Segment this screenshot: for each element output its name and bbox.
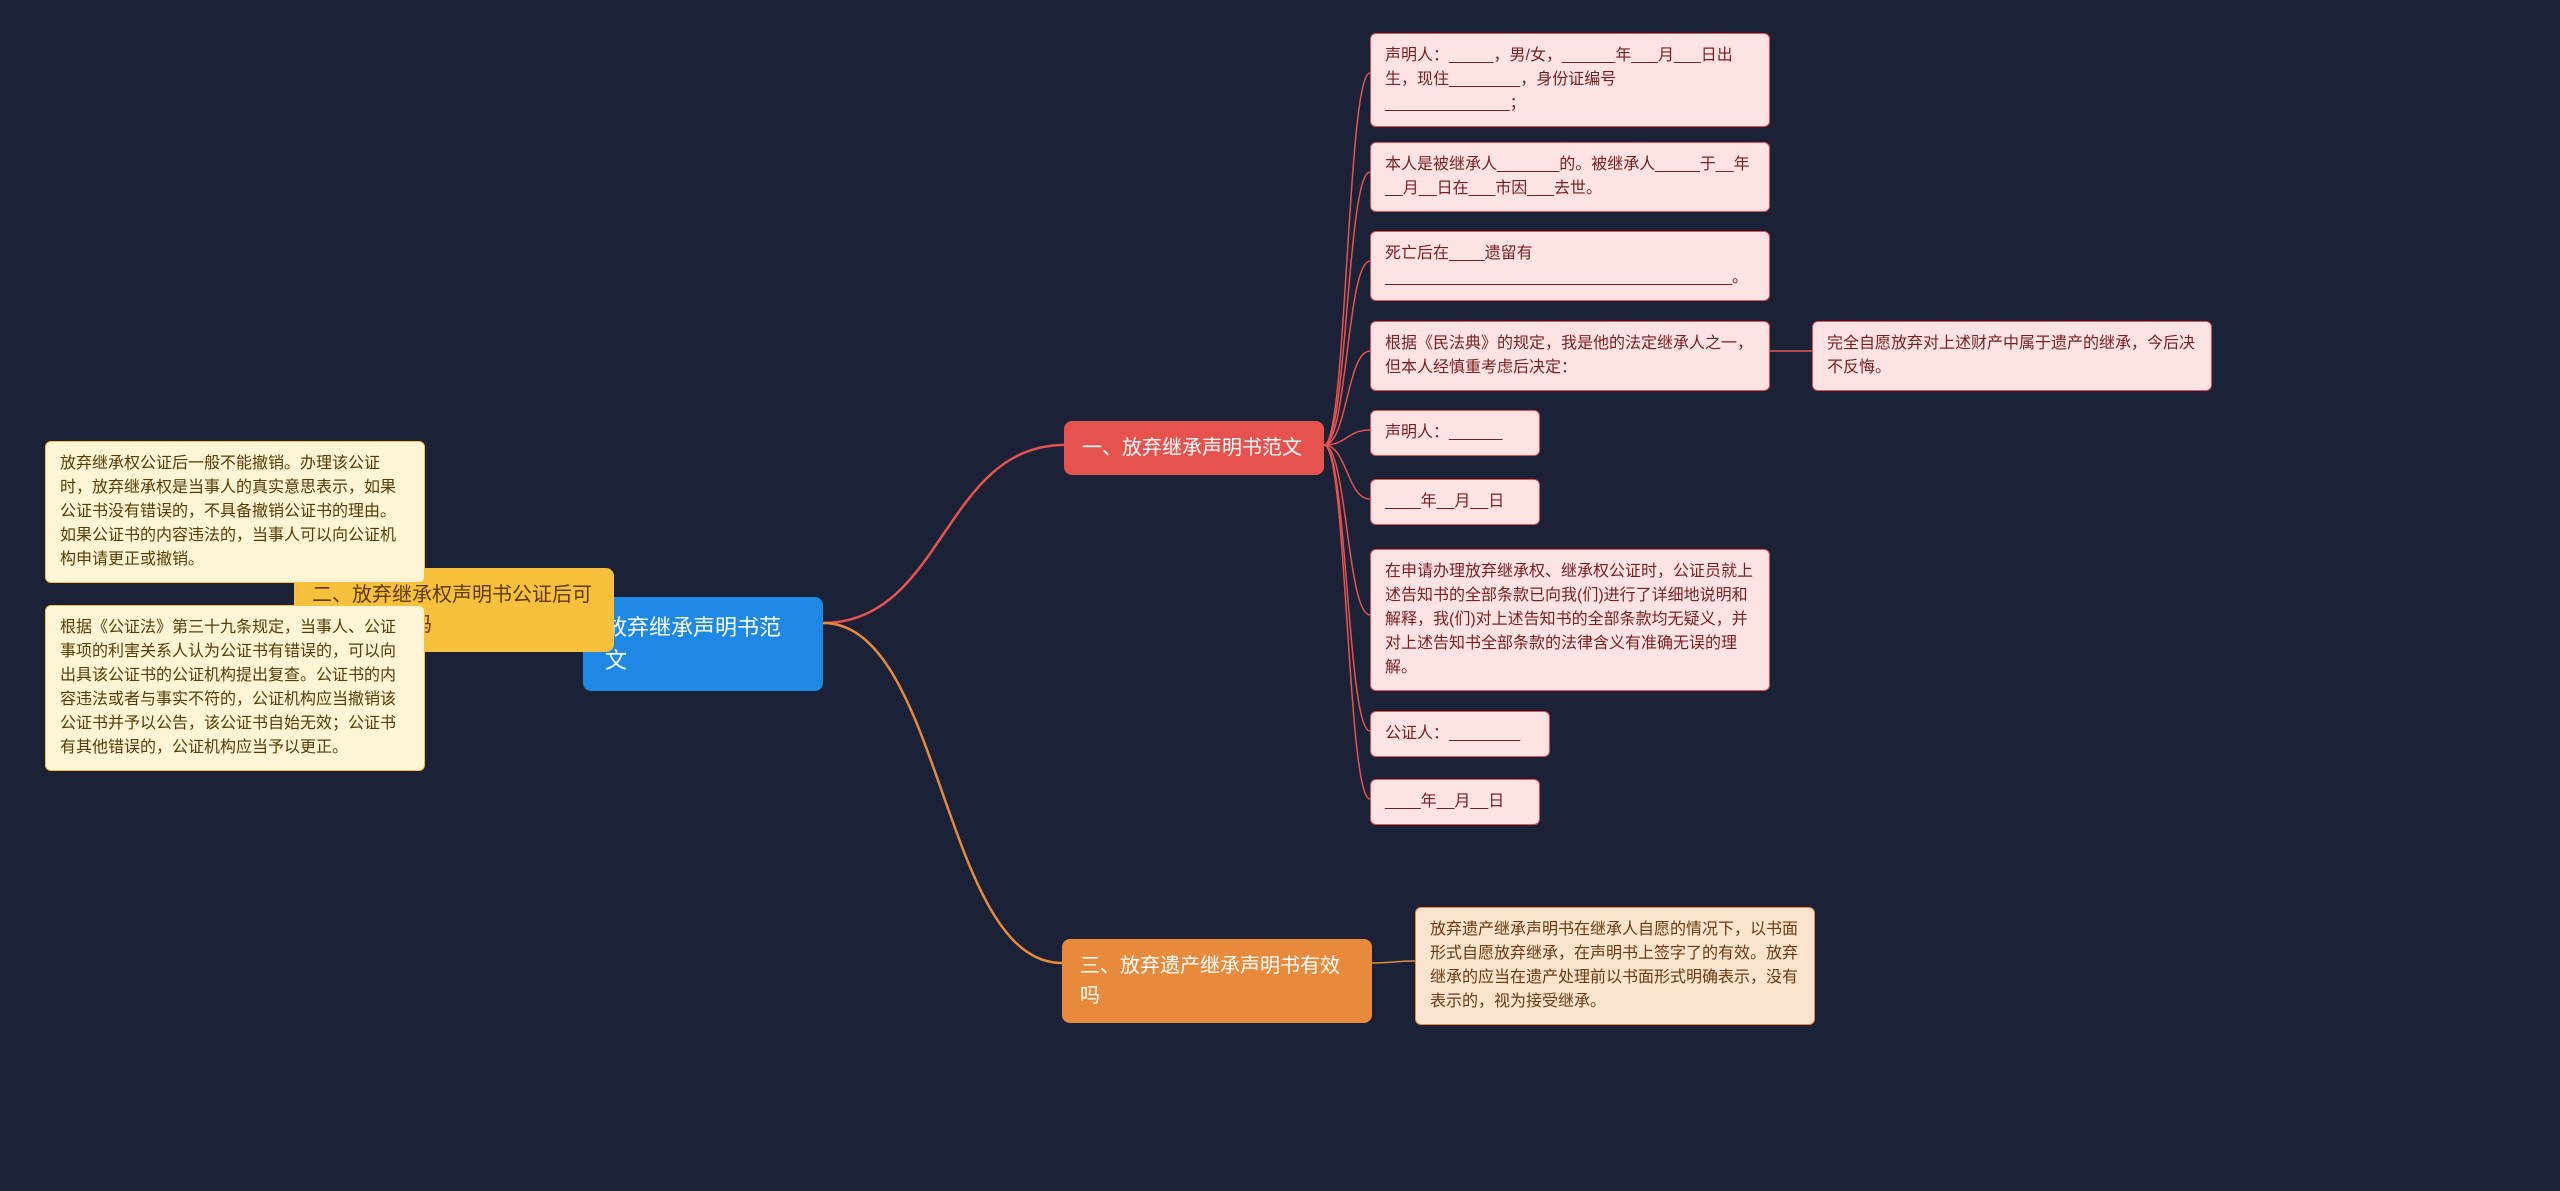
root-node[interactable]: 放弃继承声明书范文: [583, 597, 823, 691]
leaf-2-1: 放弃继承权公证后一般不能撤销。办理该公证时，放弃继承权是当事人的真实意思表示，如…: [45, 441, 425, 583]
leaf-1-3: 死亡后在____遗留有_____________________________…: [1370, 231, 1770, 301]
leaf-1-4: 根据《民法典》的规定，我是他的法定继承人之一，但本人经慎重考虑后决定：: [1370, 321, 1770, 391]
leaf-1-9: ____年__月__日: [1370, 779, 1540, 825]
branch-1[interactable]: 一、放弃继承声明书范文: [1064, 421, 1324, 475]
leaf-1-2: 本人是被继承人_______的。被继承人_____于__年__月__日在___市…: [1370, 142, 1770, 212]
leaf-1-8: 公证人：________: [1370, 711, 1550, 757]
leaf-1-5: 声明人：______: [1370, 410, 1540, 456]
leaf-1-1: 声明人：_____，男/女，______年___月___日出生，现住______…: [1370, 33, 1770, 127]
leaf-3-1: 放弃遗产继承声明书在继承人自愿的情况下，以书面形式自愿放弃继承，在声明书上签字了…: [1415, 907, 1815, 1025]
leaf-2-2: 根据《公证法》第三十九条规定，当事人、公证事项的利害关系人认为公证书有错误的，可…: [45, 605, 425, 771]
leaf-1-6: ____年__月__日: [1370, 479, 1540, 525]
leaf-1-4-1: 完全自愿放弃对上述财产中属于遗产的继承，今后决不反悔。: [1812, 321, 2212, 391]
branch-3[interactable]: 三、放弃遗产继承声明书有效吗: [1062, 939, 1372, 1023]
leaf-1-7: 在申请办理放弃继承权、继承权公证时，公证员就上述告知书的全部条款已向我(们)进行…: [1370, 549, 1770, 691]
